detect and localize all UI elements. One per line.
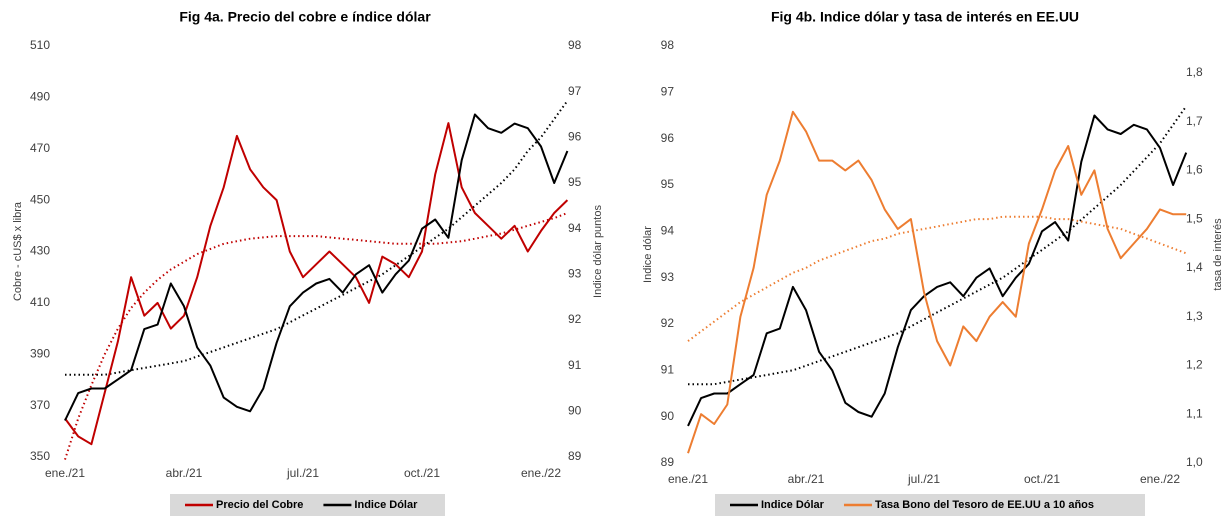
x-tick-label: jul./21: [907, 472, 940, 486]
data-line: [687, 110, 1187, 454]
trend-line: [688, 105, 1188, 386]
data-line: [687, 114, 1188, 427]
y-tick-label: 90: [568, 404, 582, 418]
chart-panel: Fig 4a. Precio del cobre e índice dólar 3…: [12, 9, 604, 516]
y-tick-label: 1,1: [1186, 406, 1203, 420]
y2-axis-title: tasa de interés: [1212, 218, 1224, 291]
y-tick-label: 96: [661, 131, 675, 145]
y-axis-title: Indice dólar: [642, 226, 654, 283]
y-tick-label: 1,7: [1186, 114, 1203, 128]
legend-label: Tasa Bono del Tesoro de EE.UU a 10 años: [875, 499, 1094, 511]
trend-line: [64, 212, 568, 460]
y-tick-label: 490: [30, 90, 50, 104]
y-tick-label: 1,2: [1186, 358, 1203, 372]
y-tick-label: 410: [30, 295, 50, 309]
trend-line: [687, 215, 1187, 342]
y-tick-label: 94: [568, 221, 582, 235]
y-tick-label: 97: [568, 84, 582, 98]
x-tick-label: oct./21: [1024, 472, 1060, 486]
legend-box: [715, 494, 1145, 516]
y2-axis-title: Indice dólar puntos: [592, 205, 604, 298]
y-tick-label: 92: [661, 316, 675, 330]
y-tick-label: 390: [30, 346, 50, 360]
x-tick-label: oct./21: [404, 466, 440, 480]
x-tick-label: abr./21: [788, 472, 825, 486]
y-axis-title: Cobre - cUS$ x libra: [12, 201, 24, 301]
y-tick-label: 91: [568, 358, 582, 372]
legend-label: Precio del Cobre: [216, 499, 303, 511]
data-line: [64, 113, 569, 421]
y-tick-label: 91: [661, 363, 675, 377]
chart-title: Fig 4b. Indice dólar y tasa de interés e…: [771, 9, 1079, 25]
chart-title: Fig 4a. Precio del cobre e índice dólar: [179, 9, 431, 25]
y-tick-label: 90: [661, 409, 675, 423]
y-tick-label: 97: [661, 85, 675, 99]
x-tick-label: ene./21: [668, 472, 708, 486]
y-tick-label: 96: [568, 130, 582, 144]
y-tick-label: 1,5: [1186, 211, 1203, 225]
trend-line: [65, 100, 569, 376]
y-tick-label: 1,4: [1186, 260, 1203, 274]
y-tick-label: 1,3: [1186, 309, 1203, 323]
y-tick-label: 89: [568, 449, 582, 463]
x-tick-label: ene./22: [1140, 472, 1180, 486]
y-tick-label: 1,0: [1186, 455, 1203, 469]
legend-label: Indice Dólar: [354, 499, 418, 511]
y-tick-label: 89: [661, 455, 675, 469]
y-tick-label: 98: [568, 38, 582, 52]
y-tick-label: 98: [661, 38, 675, 52]
y-tick-label: 93: [568, 267, 582, 281]
x-tick-label: abr./21: [166, 466, 203, 480]
y-tick-label: 1,8: [1186, 65, 1203, 79]
y-tick-label: 450: [30, 192, 50, 206]
y-tick-label: 1,6: [1186, 163, 1203, 177]
y-tick-label: 370: [30, 398, 50, 412]
x-tick-label: ene./22: [521, 466, 561, 480]
y-tick-label: 95: [568, 175, 582, 189]
y-tick-label: 94: [661, 224, 675, 238]
y-tick-label: 93: [661, 270, 675, 284]
legend-box: [170, 494, 445, 516]
y-tick-label: 430: [30, 244, 50, 258]
legend-label: Indice Dólar: [761, 499, 825, 511]
data-line: [64, 122, 569, 446]
x-tick-label: jul./21: [286, 466, 319, 480]
y-tick-label: 95: [661, 177, 675, 191]
y-tick-label: 92: [568, 312, 582, 326]
chart-panel: Fig 4b. Indice dólar y tasa de interés e…: [642, 9, 1224, 516]
y-tick-label: 510: [30, 38, 50, 52]
y-tick-label: 350: [30, 449, 50, 463]
y-tick-label: 470: [30, 141, 50, 155]
x-tick-label: ene./21: [45, 466, 85, 480]
